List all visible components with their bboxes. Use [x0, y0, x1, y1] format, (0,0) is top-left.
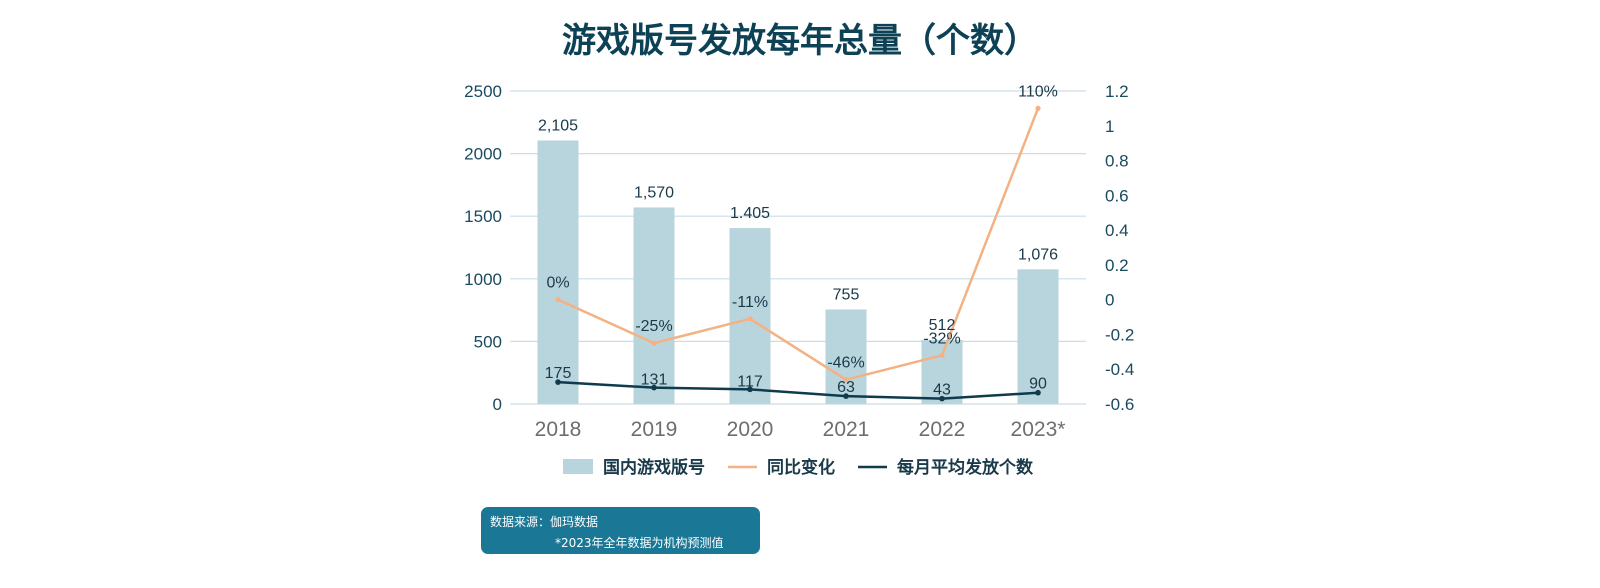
x-tick-label: 2019 [631, 418, 678, 441]
x-tick-label: 2020 [727, 418, 774, 441]
y-right-tick-label: 0.6 [1105, 186, 1129, 205]
y-right-tick-label: -0.6 [1105, 395, 1134, 414]
yoy-value-label: 0% [546, 275, 569, 292]
gridlines [510, 90, 1086, 405]
bar [1017, 269, 1059, 404]
chart-title: 游戏版号发放每年总量（个数） [562, 21, 1038, 61]
source-text: 数据来源：伽玛数据 [490, 515, 599, 529]
y-left-tick-label: 1500 [464, 207, 502, 226]
y-right-tick-label: -0.4 [1105, 360, 1134, 379]
bar-value-label: 1,570 [634, 184, 674, 201]
monthly-avg-point [747, 386, 753, 393]
y-right-tick-label: 0.8 [1105, 152, 1129, 171]
yoy-value-label: -46% [827, 355, 864, 372]
line-series [555, 105, 1041, 402]
y-right-tick-label: 0 [1105, 291, 1114, 310]
bar-value-label: 755 [833, 286, 860, 303]
y-left-tick-label: 1000 [464, 270, 502, 289]
legend-label: 同比变化 [767, 457, 835, 478]
bar [537, 140, 579, 405]
monthly-avg-value-label: 90 [1029, 376, 1047, 393]
yoy-value-label: -32% [923, 330, 960, 347]
y-right-tick-label: 0.4 [1105, 221, 1129, 240]
bar-series [537, 140, 1059, 405]
axes: 0 500 1000 1500 2000 2500 -0.6 -0.4 -0.2 0 0.2 0.4 0… [464, 82, 1134, 441]
monthly-avg-value-label: 43 [933, 382, 951, 399]
yoy-value-label: 110% [1018, 83, 1058, 100]
yoy-point [843, 377, 849, 383]
y-right-tick-label: 0.2 [1105, 256, 1129, 275]
monthly-avg-point [843, 393, 849, 399]
bar [729, 228, 771, 404]
monthly-avg-value-label: 131 [641, 372, 668, 389]
bar [921, 339, 963, 404]
bar-value-label: 1,076 [1018, 246, 1058, 263]
legend-label: 国内游戏版号 [603, 457, 705, 478]
x-tick-label: 2022 [919, 418, 966, 441]
monthly-avg-point [1035, 389, 1041, 396]
forecast-note: *2023年全年数据为机构预测值 [555, 536, 724, 550]
source-note: 数据来源：伽玛数据 *2023年全年数据为机构预测值 [481, 507, 760, 554]
monthly-avg-point [555, 379, 561, 385]
yoy-point [939, 352, 945, 358]
bar-value-label: 1.405 [730, 205, 770, 222]
monthly-avg-line [556, 380, 1040, 400]
x-tick-label: 2021 [823, 418, 870, 441]
legend: 国内游戏版号 同比变化 每月平均发放个数 [563, 457, 1034, 478]
y-right-tick-label: 1.2 [1105, 82, 1129, 101]
y-left-tick-label: 500 [474, 332, 502, 351]
yoy-point [747, 316, 753, 322]
y-left-tick-label: 2000 [464, 145, 502, 164]
bar-value-label: 512 [929, 317, 956, 334]
monthly-avg-value-label: 63 [837, 379, 855, 396]
yoy-value-label: -11% [732, 294, 768, 311]
yoy-value-label: -25% [635, 318, 672, 335]
y-left-tick-label: 2500 [464, 82, 502, 101]
yoy-point [1035, 105, 1041, 111]
y-right-tick-label: 1 [1105, 117, 1114, 136]
bar-value-label: 2,105 [538, 117, 578, 134]
monthly-avg-point [939, 395, 945, 402]
data-labels: 2,105 1,570 1.405 755 512 1,076 0% -25% -11% -46%… [538, 83, 1058, 398]
yoy-point [555, 297, 561, 303]
bar [825, 309, 867, 404]
yoy-point [651, 340, 657, 346]
y-right-tick-label: -0.2 [1105, 325, 1134, 344]
bar [633, 207, 675, 404]
monthly-avg-value-label: 175 [545, 365, 572, 382]
y-left-tick-label: 0 [493, 395, 502, 414]
legend-swatch-bar [563, 459, 593, 474]
legend-label: 每月平均发放个数 [897, 457, 1034, 478]
monthly-avg-value-label: 117 [737, 373, 763, 390]
monthly-avg-point [651, 384, 657, 391]
yoy-line [556, 107, 1040, 381]
x-tick-label: 2023* [1011, 418, 1066, 441]
x-tick-label: 2018 [535, 418, 582, 441]
